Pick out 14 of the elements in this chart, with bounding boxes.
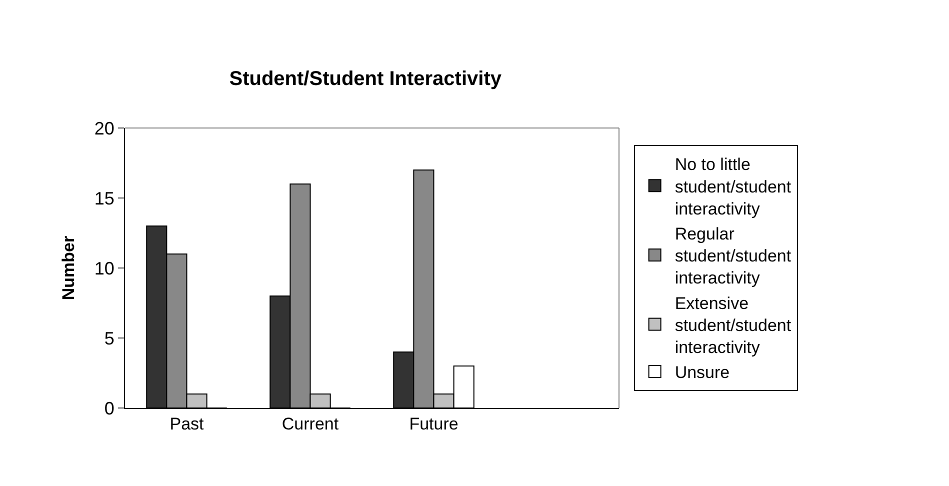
y-tick-label: 5 <box>104 328 114 348</box>
chart-title: Student/Student Interactivity <box>229 68 502 90</box>
legend-label: Regular student/student interactivity <box>674 224 792 288</box>
x-tick-label: Future <box>409 414 458 434</box>
y-tick-label: 10 <box>94 258 114 278</box>
y-axis-title: Number <box>58 236 78 300</box>
y-tick-label: 20 <box>94 118 114 138</box>
legend-label: Unsure <box>674 363 730 382</box>
x-tick-label: Past <box>170 414 204 434</box>
legend-label: Extensive student/student interactivity <box>674 294 792 357</box>
x-tick-label: Current <box>282 414 339 434</box>
legend-label: No to little student/student interactivity <box>674 155 792 218</box>
y-tick-label: 15 <box>94 188 114 208</box>
y-tick-label: 0 <box>104 398 114 418</box>
